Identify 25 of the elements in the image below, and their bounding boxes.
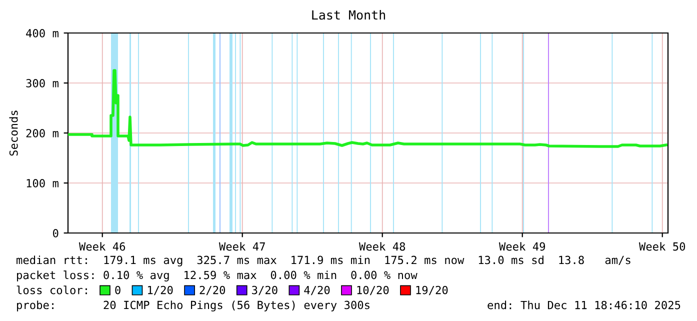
y-tick-label: 100 m	[26, 179, 58, 188]
text: end: Thu Dec 11 18:46:10 2025	[488, 300, 680, 310]
x-tick-label: Week 47	[218, 242, 265, 251]
x-tick-label: Week 49	[498, 242, 546, 251]
chart-title: Last Month	[312, 10, 386, 20]
legend-label: 3/20	[252, 286, 278, 296]
x-tick-label: Week 46	[78, 242, 126, 251]
legend-title: loss color:	[16, 286, 87, 294]
text: median rtt: 179.1 ms avg 325.7 ms max 171.9 ms min 175.2 ms now 13.0 ms sd 13.8 am/s	[16, 256, 630, 266]
y-tick-label: 400 m	[26, 29, 58, 38]
legend-label: 0	[115, 286, 120, 294]
y-axis-title: Seconds	[9, 110, 18, 156]
y-tick-label: 300 m	[26, 79, 58, 88]
legend-label: 19/20	[416, 286, 448, 296]
x-tick-label: Week 50	[638, 242, 686, 251]
text: probe: 20 ICMP Echo Pings (56 Bytes) every 300s	[17, 300, 370, 312]
legend-label: 4/20	[304, 286, 330, 296]
text: packet loss: 0.10 % avg 12.59 % max 0.00 % min 0.00 % now	[17, 270, 418, 282]
line-series	[68, 69, 668, 148]
legend-label: 10/20	[357, 286, 389, 296]
y-tick-label: 200 m	[26, 129, 58, 138]
legend-label: 2/20	[200, 286, 226, 296]
x-tick-label: Week 48	[358, 242, 406, 251]
y-tick-label: 0	[53, 229, 58, 238]
legend-label: 1/20	[148, 286, 173, 296]
